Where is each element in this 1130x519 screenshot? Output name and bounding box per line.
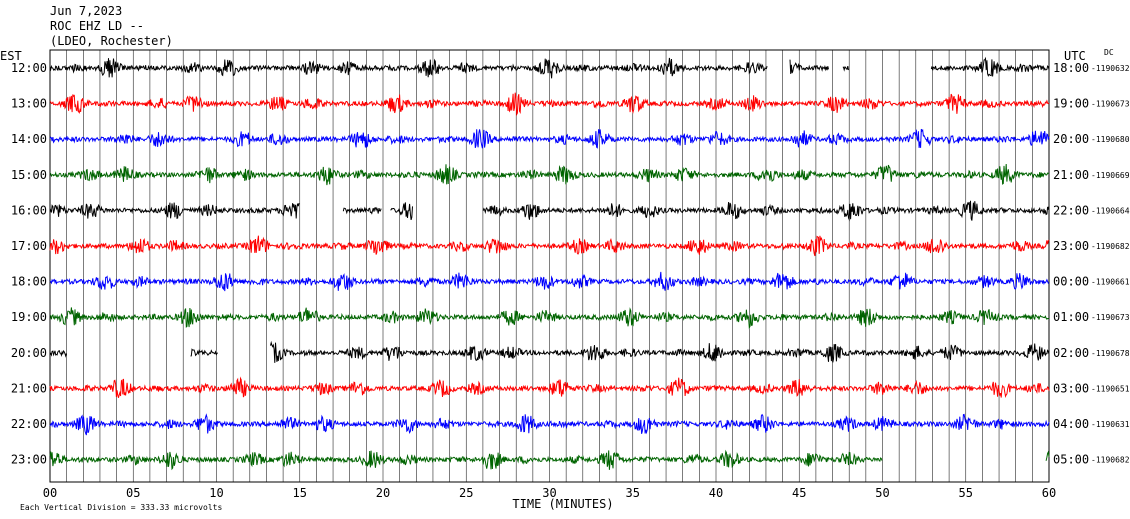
est-label: 22:00 — [11, 417, 47, 431]
x-tick-label: 15 — [293, 486, 307, 500]
est-label: 20:00 — [11, 346, 47, 360]
utc-label: 23:00 — [1053, 239, 1089, 253]
trace-row-1900 — [49, 307, 1050, 330]
x-tick-label: 40 — [709, 486, 723, 500]
utc-axis-title: UTC — [1064, 49, 1086, 63]
dc-offset-label: -1190664 — [1091, 206, 1130, 215]
utc-label: 05:00 — [1053, 453, 1089, 467]
trace-row-1200 — [49, 56, 1050, 79]
x-tick-label: 50 — [875, 486, 889, 500]
utc-label: 02:00 — [1053, 346, 1089, 360]
dc-offset-label: -1190673 — [1091, 100, 1130, 109]
est-label: 14:00 — [11, 132, 47, 146]
header-date: Jun 7,2023 — [50, 4, 123, 18]
x-tick-label: 35 — [626, 486, 640, 500]
footer-note: Each Vertical Division = 333.33 microvol… — [20, 503, 222, 512]
x-tick-label: 05 — [126, 486, 140, 500]
est-label: 23:00 — [11, 453, 47, 467]
x-tick-label: 25 — [459, 486, 473, 500]
utc-label: 01:00 — [1053, 310, 1089, 324]
est-label: 15:00 — [11, 168, 47, 182]
est-label: 18:00 — [11, 275, 47, 289]
header-station: ROC EHZ LD -- — [50, 19, 144, 33]
est-label: 19:00 — [11, 310, 47, 324]
utc-label: 22:00 — [1053, 203, 1089, 217]
dc-offset-label: -1190632 — [1091, 64, 1130, 73]
trace-row-2100 — [49, 376, 1050, 398]
dc-offset-label: -1190680 — [1091, 135, 1130, 144]
est-label: 13:00 — [11, 97, 47, 111]
dc-offset-label: -1190631 — [1091, 420, 1130, 429]
header-network: (LDEO, Rochester) — [50, 34, 173, 48]
trace-row-1300 — [49, 92, 1050, 117]
x-tick-label: 20 — [376, 486, 390, 500]
trace-row-1400 — [49, 128, 1050, 149]
x-tick-label: 00 — [43, 486, 57, 500]
x-tick-label: 30 — [542, 486, 556, 500]
est-label: 12:00 — [11, 61, 47, 75]
trace-row-2000 — [49, 340, 1050, 363]
utc-label: 21:00 — [1053, 168, 1089, 182]
utc-label: 20:00 — [1053, 132, 1089, 146]
dc-offset-label: -1190669 — [1091, 171, 1130, 180]
x-axis-title: TIME (MINUTES) — [512, 497, 613, 511]
dc-offset-label: -1190651 — [1091, 384, 1130, 393]
dc-offset-label: -1190673 — [1091, 313, 1130, 322]
dc-offset-label: -1190678 — [1091, 349, 1130, 358]
dc-offset-label: -1190682 — [1091, 242, 1130, 251]
trace-row-1600 — [49, 200, 1050, 222]
trace-row-1700 — [49, 235, 1050, 257]
dc-offset-label: -1190661 — [1091, 278, 1130, 287]
utc-label: 19:00 — [1053, 97, 1089, 111]
utc-label: 00:00 — [1053, 275, 1089, 289]
trace-row-2300 — [49, 449, 1050, 471]
x-tick-label: 55 — [959, 486, 973, 500]
utc-label: 18:00 — [1053, 61, 1089, 75]
x-tick-label: 45 — [792, 486, 806, 500]
utc-label: 04:00 — [1053, 417, 1089, 431]
utc-label: 03:00 — [1053, 381, 1089, 395]
x-tick-label: 60 — [1042, 486, 1056, 500]
est-label: 21:00 — [11, 381, 47, 395]
est-label: 17:00 — [11, 239, 47, 253]
trace-row-2200 — [49, 413, 1050, 436]
trace-row-1500 — [49, 163, 1050, 186]
dc-label: DC — [1104, 48, 1114, 57]
dc-offset-label: -1190682 — [1091, 456, 1130, 465]
est-axis-title: EST — [0, 49, 22, 63]
est-label: 16:00 — [11, 203, 47, 217]
minute-grid — [66, 50, 1033, 482]
trace-row-1800 — [49, 271, 1050, 292]
x-tick-label: 10 — [209, 486, 223, 500]
